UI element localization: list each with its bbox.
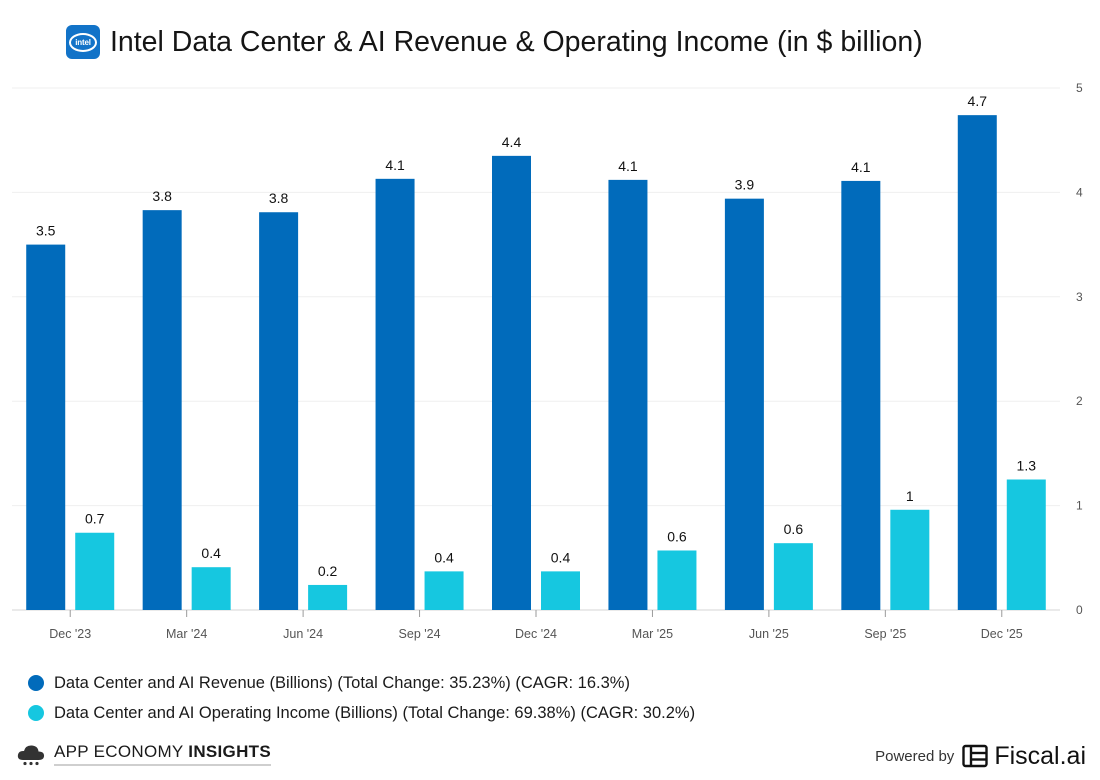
legend-item-operating-income[interactable]: Data Center and AI Operating Income (Bil…: [28, 698, 695, 728]
operating-income-data-label: 0.2: [318, 563, 338, 579]
legend-dot-revenue: [28, 675, 44, 691]
revenue-data-label: 4.7: [968, 93, 988, 109]
revenue-data-label: 4.1: [851, 159, 871, 175]
brand-name-regular: APP ECONOMY: [54, 742, 189, 761]
x-tick-label: Mar '25: [632, 627, 673, 641]
revenue-bar: [492, 155, 531, 611]
y-tick-label: 3: [1076, 290, 1083, 304]
revenue-bar: [26, 244, 66, 610]
brand-footer: APP ECONOMY INSIGHTS: [16, 740, 271, 768]
operating-income-data-label: 0.4: [201, 545, 221, 561]
x-tick-label: Dec '23: [49, 627, 91, 641]
operating-income-bar: [424, 571, 464, 610]
legend-label-revenue: Data Center and AI Revenue (Billions) (T…: [54, 673, 630, 692]
operating-income-bar: [773, 543, 813, 610]
x-tick-label: Mar '24: [166, 627, 207, 641]
chart-header: intel Intel Data Center & AI Revenue & O…: [66, 22, 923, 62]
revenue-data-label: 3.8: [152, 188, 172, 204]
revenue-bar: [142, 210, 182, 610]
revenue-bar: [957, 115, 997, 611]
y-tick-label: 1: [1076, 499, 1083, 513]
chart-title: Intel Data Center & AI Revenue & Operati…: [110, 25, 923, 58]
operating-income-data-label: 1.3: [1017, 458, 1037, 474]
revenue-bar: [608, 179, 648, 610]
fiscal-logo-icon: [962, 744, 989, 768]
x-tick-label: Sep '25: [864, 627, 906, 641]
operating-income-bar: [657, 550, 697, 610]
intel-logo-icon: intel: [66, 25, 100, 59]
revenue-data-label: 3.5: [36, 223, 56, 239]
operating-income-bar: [1006, 479, 1046, 610]
x-tick-label: Jun '25: [749, 627, 789, 641]
intel-logo-text: intel: [69, 32, 97, 52]
revenue-bar: [841, 180, 881, 610]
operating-income-data-label: 0.7: [85, 511, 105, 527]
y-tick-label: 2: [1076, 394, 1083, 408]
revenue-data-label: 3.8: [269, 190, 289, 206]
fiscal-brand-name: Fiscal.ai: [994, 741, 1086, 770]
operating-income-data-label: 0.6: [784, 521, 804, 537]
brand-name-bold: INSIGHTS: [188, 742, 271, 761]
powered-by-footer: Powered by Fiscal.ai: [875, 740, 1086, 772]
operating-income-bar: [75, 532, 115, 610]
x-tick-label: Dec '25: [981, 627, 1023, 641]
operating-income-bar: [890, 509, 930, 610]
bar-chart: 0 1 2 3 4 5 Dec '23 3.5 0.7 Mar '24 3.8 0.4 Jun '24 3…: [12, 81, 1083, 641]
revenue-bar: [375, 178, 415, 610]
y-tick-label: 0: [1076, 603, 1083, 617]
revenue-bar: [259, 212, 299, 610]
operating-income-data-label: 0.4: [551, 549, 571, 565]
legend-label-operating-income: Data Center and AI Operating Income (Bil…: [54, 703, 696, 722]
revenue-data-label: 4.1: [618, 158, 638, 174]
operating-income-data-label: 0.6: [667, 528, 687, 544]
x-tick-label: Sep '24: [399, 627, 441, 641]
x-tick-label: Dec '24: [515, 627, 557, 641]
legend-dot-operating-income: [28, 705, 44, 721]
chart-legend: Data Center and AI Revenue (Billions) (T…: [28, 668, 695, 728]
cloud-icon: [17, 745, 45, 766]
legend-item-revenue[interactable]: Data Center and AI Revenue (Billions) (T…: [28, 668, 695, 698]
y-tick-label: 4: [1076, 185, 1083, 199]
operating-income-bar: [191, 567, 231, 610]
brand-name: APP ECONOMY INSIGHTS: [54, 742, 271, 766]
revenue-data-label: 4.4: [502, 134, 522, 150]
operating-income-bar: [541, 571, 580, 610]
x-tick-label: Jun '24: [283, 627, 323, 641]
revenue-bar: [724, 198, 764, 610]
operating-income-data-label: 1: [906, 488, 914, 504]
revenue-data-label: 3.9: [735, 177, 755, 193]
revenue-data-label: 4.1: [385, 157, 405, 173]
operating-income-data-label: 0.4: [434, 549, 454, 565]
powered-by-label: Powered by: [875, 747, 955, 765]
y-tick-label: 5: [1076, 81, 1083, 95]
operating-income-bar: [308, 584, 348, 610]
